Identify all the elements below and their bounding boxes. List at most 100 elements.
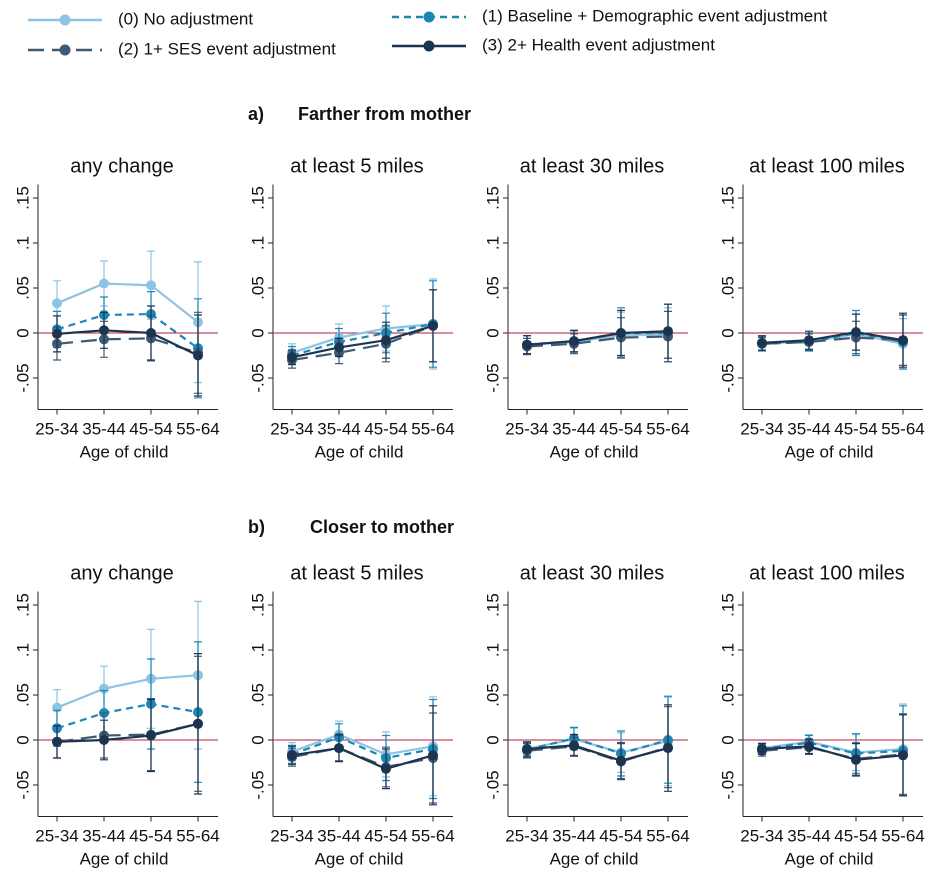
- point: [52, 736, 62, 747]
- y-tick-label: -.05: [13, 363, 32, 392]
- x-tick-label: 35-44: [317, 826, 360, 845]
- y-tick-label: .15: [248, 186, 267, 210]
- x-tick-label: 55-64: [646, 419, 689, 438]
- point: [287, 750, 297, 761]
- point: [898, 750, 908, 761]
- panel-title: any change: [70, 562, 173, 584]
- point: [663, 326, 673, 337]
- x-tick-label: 55-64: [176, 419, 219, 438]
- y-tick-label: -.05: [483, 770, 502, 799]
- point: [334, 342, 344, 353]
- y-tick-label: .05: [248, 683, 267, 707]
- x-tick-label: 55-64: [411, 419, 454, 438]
- x-tick-label: 45-54: [129, 826, 172, 845]
- y-tick-label: 0: [13, 735, 32, 744]
- series-line: [291, 324, 434, 359]
- point: [146, 730, 156, 741]
- y-tick-label: 0: [483, 735, 502, 744]
- x-tick-label: 45-54: [599, 419, 642, 438]
- y-tick-label: -.05: [718, 770, 737, 799]
- section-title: Farther from mother: [298, 104, 471, 124]
- section-label: b): [248, 517, 265, 537]
- series-line: [291, 322, 434, 354]
- y-tick-label: 0: [248, 735, 267, 744]
- y-tick-label: .05: [13, 276, 32, 300]
- y-tick-label: .05: [718, 276, 737, 300]
- x-tick-label: 25-34: [270, 419, 313, 438]
- point: [146, 280, 156, 291]
- x-tick-label: 35-44: [552, 826, 595, 845]
- y-tick-label: 0: [13, 328, 32, 337]
- series-line: [291, 733, 434, 756]
- y-tick-label: .15: [483, 593, 502, 617]
- point: [193, 350, 203, 361]
- point: [663, 743, 673, 754]
- legend-marker: [423, 11, 435, 23]
- series-line: [526, 737, 669, 755]
- legend-label: (2) 1+ SES event adjustment: [118, 39, 336, 58]
- point: [146, 328, 156, 338]
- y-tick-label: -.05: [483, 363, 502, 392]
- y-tick-label: .05: [718, 683, 737, 707]
- y-tick-label: .15: [13, 186, 32, 210]
- point: [52, 298, 62, 309]
- panel-title: at least 30 miles: [520, 562, 665, 584]
- y-tick-label: .1: [483, 236, 502, 250]
- x-tick-label: 45-54: [364, 419, 407, 438]
- point: [757, 337, 767, 348]
- y-tick-label: .05: [483, 683, 502, 707]
- x-tick-label: 55-64: [881, 826, 924, 845]
- point: [522, 744, 532, 754]
- y-tick-label: .1: [718, 236, 737, 250]
- series-line: [526, 744, 669, 762]
- series-line: [761, 330, 904, 344]
- y-tick-label: .1: [248, 236, 267, 250]
- point: [52, 328, 62, 339]
- x-tick-label: 55-64: [176, 826, 219, 845]
- x-tick-label: 25-34: [740, 419, 783, 438]
- series-line: [56, 674, 199, 709]
- y-tick-label: .1: [13, 643, 32, 657]
- y-tick-label: .15: [13, 593, 32, 617]
- point: [334, 743, 344, 754]
- y-tick-label: 0: [483, 328, 502, 337]
- x-tick-label: 45-54: [834, 826, 877, 845]
- x-tick-label: 25-34: [505, 826, 548, 845]
- point: [804, 335, 814, 346]
- legend-label: (0) No adjustment: [118, 9, 253, 28]
- series-line: [291, 324, 434, 362]
- point: [381, 763, 391, 774]
- point: [569, 740, 579, 751]
- series-line: [56, 312, 199, 350]
- y-tick-label: -.05: [248, 363, 267, 392]
- x-tick-label: 55-64: [881, 419, 924, 438]
- x-tick-label: 35-44: [82, 826, 125, 845]
- series-line: [761, 745, 904, 761]
- x-axis-label: Age of child: [785, 442, 874, 461]
- x-axis-label: Age of child: [785, 849, 874, 868]
- x-tick-label: 25-34: [35, 826, 78, 845]
- y-tick-label: .05: [248, 276, 267, 300]
- point: [99, 278, 109, 289]
- point: [193, 718, 203, 729]
- x-axis-label: Age of child: [315, 849, 404, 868]
- series-line: [56, 329, 199, 357]
- y-tick-label: -.05: [718, 363, 737, 392]
- point: [616, 755, 626, 766]
- panel-title: at least 30 miles: [520, 155, 665, 177]
- x-tick-label: 45-54: [834, 419, 877, 438]
- point: [851, 754, 861, 765]
- y-tick-label: .15: [483, 186, 502, 210]
- point: [757, 744, 767, 754]
- y-tick-label: .1: [248, 643, 267, 657]
- series-line: [56, 722, 199, 743]
- point: [99, 683, 109, 694]
- x-tick-label: 35-44: [787, 826, 830, 845]
- series-line: [291, 736, 434, 760]
- x-axis-label: Age of child: [550, 849, 639, 868]
- section-label: a): [248, 104, 264, 124]
- x-tick-label: 25-34: [740, 826, 783, 845]
- series-line: [56, 722, 199, 743]
